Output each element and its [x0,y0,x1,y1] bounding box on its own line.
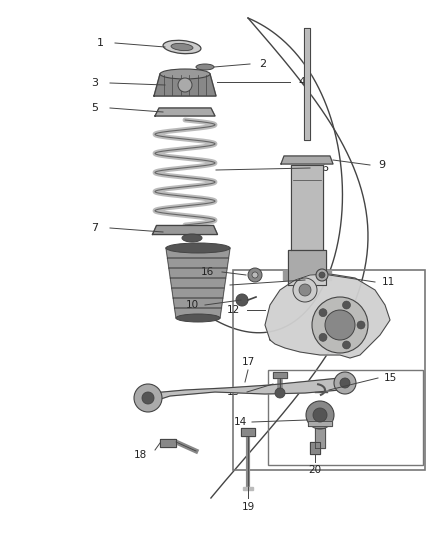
Circle shape [325,310,355,340]
Text: 16: 16 [200,267,214,277]
Ellipse shape [182,234,202,242]
Polygon shape [167,258,229,268]
Text: 6: 6 [321,163,328,173]
Text: 3: 3 [92,78,99,88]
Circle shape [343,301,350,309]
Polygon shape [166,248,230,258]
Ellipse shape [171,43,193,51]
Polygon shape [310,442,320,454]
Polygon shape [273,372,287,378]
Text: 15: 15 [383,373,397,383]
Circle shape [319,333,327,341]
Text: 17: 17 [241,357,254,367]
Circle shape [340,378,350,388]
Text: 2: 2 [259,59,267,69]
Circle shape [306,401,334,429]
Circle shape [316,269,328,281]
Circle shape [319,309,327,317]
Polygon shape [304,28,310,140]
Bar [233,270,425,470]
Circle shape [134,384,162,412]
Circle shape [357,321,365,329]
Polygon shape [154,74,216,96]
Text: 19: 19 [241,502,254,512]
Polygon shape [173,298,223,308]
Text: 7: 7 [92,223,99,233]
Polygon shape [281,156,333,164]
Text: 12: 12 [226,305,240,315]
Polygon shape [169,268,227,278]
Polygon shape [315,428,325,448]
Circle shape [236,294,248,306]
Circle shape [312,297,368,353]
Polygon shape [326,270,331,280]
Polygon shape [160,439,176,447]
Polygon shape [170,278,226,288]
Circle shape [299,284,311,296]
Text: 20: 20 [308,465,321,475]
Circle shape [293,278,317,302]
Ellipse shape [176,314,220,322]
Circle shape [248,268,262,282]
Ellipse shape [160,69,210,79]
Circle shape [334,372,356,394]
Circle shape [343,341,350,349]
Ellipse shape [196,64,214,70]
Polygon shape [241,428,255,436]
Text: 18: 18 [134,450,147,460]
Text: 5: 5 [92,103,99,113]
Polygon shape [155,108,215,116]
Text: 10: 10 [185,300,198,310]
Polygon shape [283,270,288,280]
Text: 8: 8 [318,275,325,285]
Polygon shape [172,288,224,298]
Circle shape [275,388,285,398]
Circle shape [319,272,325,278]
Text: 1: 1 [96,38,103,48]
Text: 14: 14 [233,417,247,427]
Ellipse shape [166,243,230,253]
Text: 13: 13 [226,387,240,397]
Text: 4: 4 [298,77,306,87]
Circle shape [178,78,192,92]
Circle shape [252,272,258,278]
Ellipse shape [163,41,201,54]
Polygon shape [140,378,350,404]
Polygon shape [291,165,323,250]
Polygon shape [175,308,222,318]
Bar [268,370,423,465]
Text: 9: 9 [378,160,385,170]
Polygon shape [288,250,326,285]
Polygon shape [308,421,332,426]
Circle shape [313,408,327,422]
Circle shape [142,392,154,404]
Text: 11: 11 [381,277,395,287]
Polygon shape [243,487,253,490]
Polygon shape [265,274,390,358]
Polygon shape [152,225,218,235]
